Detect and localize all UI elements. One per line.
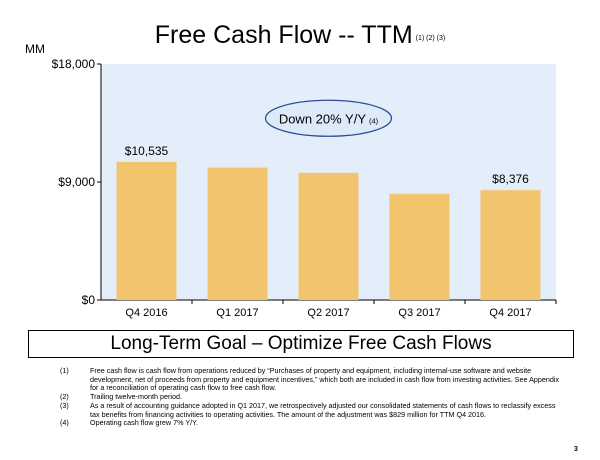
x-tick-label: Q4 2016	[125, 307, 167, 319]
unit-label: MM	[25, 42, 45, 56]
y-tick-label: $18,000	[52, 57, 96, 71]
goal-banner: Long-Term Goal – Optimize Free Cash Flow…	[28, 330, 574, 358]
footnote-item: (1) Free cash flow is cash flow from ope…	[60, 366, 560, 393]
page-number: 3	[574, 446, 578, 453]
footnote-text: As a result of accounting guidance adopt…	[90, 400, 556, 419]
footnote-number: (3)	[60, 400, 69, 410]
callout: Down 20% Y/Y (4)	[264, 99, 393, 137]
footnote-number: (4)	[60, 418, 69, 428]
footnote-number: (2)	[60, 392, 69, 402]
goal-text: Long-Term Goal – Optimize Free Cash Flow…	[110, 333, 492, 354]
title-footnote-refs: (1) (2) (3)	[415, 35, 446, 42]
title-text: Free Cash Flow -- TTM	[154, 21, 413, 49]
footnote-item: (4) Operating cash flow grew 7% Y/Y.	[60, 419, 560, 428]
footnotes: (1) Free cash flow is cash flow from ope…	[60, 366, 560, 428]
footnote-text: Trailing twelve-month period.	[90, 392, 183, 402]
bar	[207, 167, 268, 300]
footnote-item: (3) As a result of accounting guidance a…	[60, 400, 560, 419]
bar-chart: $0 $9,000 $18,000 Q4 2016 $10,535 Q1 2017 Q2 …	[52, 57, 557, 319]
footnote-item: (2) Trailing twelve-month period.	[60, 392, 560, 402]
x-tick-label: Q1 2017	[216, 307, 258, 319]
y-tick-label: $0	[82, 293, 96, 307]
callout-ellipse	[264, 99, 393, 137]
footnote-text: Free cash flow is cash flow from operati…	[90, 366, 560, 393]
x-tick-label: Q3 2017	[398, 307, 440, 319]
y-tick-label: $9,000	[58, 175, 95, 189]
data-label: $10,535	[125, 144, 169, 158]
callout-footnote-ref: (4)	[369, 116, 379, 125]
footnote-text: Operating cash flow grew 7% Y/Y.	[90, 418, 199, 428]
footnote-number: (1)	[60, 366, 69, 375]
bar	[389, 193, 450, 300]
bar	[116, 161, 177, 300]
callout-text: Down 20% Y/Y (4)	[279, 111, 379, 126]
x-tick-label: Q2 2017	[307, 307, 349, 319]
page-title: Free Cash Flow -- TTM (1) (2) (3)	[0, 20, 600, 54]
bar	[298, 172, 359, 300]
data-label: $8,376	[492, 172, 529, 186]
bar	[480, 190, 541, 300]
callout-main-text: Down 20% Y/Y	[279, 111, 367, 126]
x-tick-label: Q4 2017	[489, 307, 531, 319]
